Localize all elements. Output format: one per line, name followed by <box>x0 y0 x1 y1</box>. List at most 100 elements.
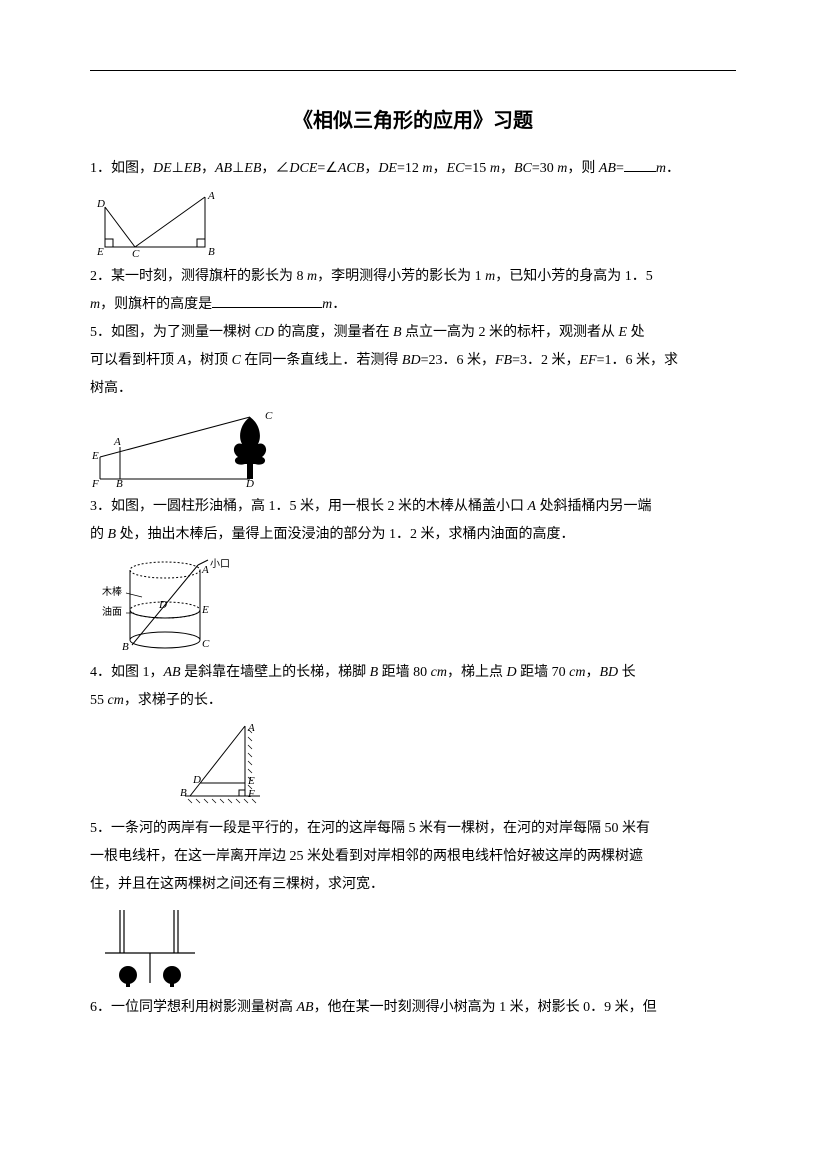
question-4: 4．如图 1，AB 是斜靠在墙壁上的长梯，梯脚 B 距墙 80 cm，梯上点 D… <box>90 659 736 687</box>
q5a-bd: BD <box>402 353 421 368</box>
question-5a: 5．如图，为了测量一棵树 CD 的高度，测量者在 B 点立一高为 2 米的标杆，… <box>90 319 736 347</box>
question-5b-l2: 一根电线杆，在这一岸离开岸边 25 米处看到对岸相邻的两根电线杆恰好被这岸的两棵… <box>90 843 736 871</box>
q1-t: ⊥ <box>232 161 244 176</box>
fig2-c: C <box>265 410 273 422</box>
q1-bc: BC <box>514 161 532 176</box>
q3-t: 处，抽出木棒后，量得上面没浸油的部分为 1．2 米，求桶内油面的高度． <box>116 527 575 542</box>
fig3-hole: 小口 <box>210 558 230 570</box>
q4-t: 4．如图 1， <box>90 665 164 680</box>
q5a-t: 处 <box>627 325 645 340</box>
q2-m2a: m <box>90 297 100 312</box>
q1-t: =30 <box>532 161 557 176</box>
q5a-t: 在同一条直线上．若测得 <box>241 353 402 368</box>
q1-t: ⊥ <box>172 161 184 176</box>
q5a-t: 的高度，测量者在 <box>274 325 393 340</box>
q4-t: ，梯上点 <box>447 665 507 680</box>
q5a-t: =3．2 米， <box>512 353 579 368</box>
q4-bd: BD <box>599 665 618 680</box>
q1-t: ． <box>666 161 680 176</box>
question-5a-l2: 可以看到杆顶 A，树顶 C 在同一条直线上．若测得 BD=23．6 米，FB=3… <box>90 347 736 375</box>
question-6: 6．一位同学想利用树影测量树高 AB，他在某一时刻测得小树高为 1 米，树影长 … <box>90 994 736 1022</box>
fig4-d: D <box>192 774 201 786</box>
q1-ab: AB <box>215 161 232 176</box>
q4-t: ， <box>585 665 599 680</box>
q2-m3: m <box>322 297 332 312</box>
q4-d: D <box>507 665 517 680</box>
q5a-t: =23．6 米， <box>421 353 495 368</box>
q3-b: B <box>108 527 117 542</box>
q6-t: ，他在某一时刻测得小树高为 1 米，树影长 0．9 米，但 <box>314 1000 657 1015</box>
question-4-l2: 55 cm，求梯子的长． <box>90 687 736 715</box>
q1-blank <box>624 158 656 172</box>
q6-ab: AB <box>297 1000 314 1015</box>
q1-de: DE <box>153 161 172 176</box>
q5a-fb: FB <box>495 353 512 368</box>
q5a-t: 5．如图，为了测量一棵树 <box>90 325 255 340</box>
q1-dce: DCE <box>289 161 317 176</box>
q2-t: ． <box>332 297 346 312</box>
question-2-line2: m，则旗杆的高度是m． <box>90 291 736 319</box>
fig2-a: A <box>113 436 121 448</box>
q1-t: ， <box>364 161 378 176</box>
fig2-f: F <box>91 478 99 489</box>
question-3: 3．如图，一圆柱形油桶，高 1．5 米，用一根长 2 米的木棒从桶盖小口 A 处… <box>90 493 736 521</box>
fig3-c: C <box>202 638 210 650</box>
q1-acb: ACB <box>338 161 364 176</box>
fig4-b: B <box>180 787 187 799</box>
q2-m1: m <box>307 269 317 284</box>
question-5b-l1: 5．一条河的两岸有一段是平行的，在河的这岸每隔 5 米有一棵树，在河的对岸每隔 … <box>90 815 736 843</box>
q1-t: =∠ <box>317 161 337 176</box>
q5a-cd: CD <box>255 325 274 340</box>
fig3-b: B <box>122 641 129 653</box>
q1-eb2: EB <box>244 161 261 176</box>
q4-t: 长 <box>618 665 636 680</box>
fig4-e: E <box>247 775 255 787</box>
q1-ab2: AB <box>599 161 616 176</box>
q1-ec: EC <box>447 161 465 176</box>
q5a-b: B <box>393 325 402 340</box>
fig2-d: D <box>245 478 254 489</box>
q4-t: 距墙 70 <box>517 665 570 680</box>
question-3-l2: 的 B 处，抽出木棒后，量得上面没浸油的部分为 1．2 米，求桶内油面的高度． <box>90 521 736 549</box>
q3-a: A <box>528 499 537 514</box>
figure-3: 小口 木棒 油面 A D E B C <box>90 555 736 655</box>
q2-t: ，李明测得小芳的影长为 1 <box>317 269 485 284</box>
fig2-b: B <box>116 478 123 489</box>
q5a-c: C <box>232 353 241 368</box>
figure-2: E A F B D C <box>90 409 736 489</box>
fig1-label-a: A <box>207 190 215 202</box>
q3-t: 的 <box>90 527 108 542</box>
q5a-e: E <box>619 325 628 340</box>
q2-t: ，则旗杆的高度是 <box>100 297 212 312</box>
q1-t: = <box>616 161 624 176</box>
fig2-e: E <box>91 450 99 462</box>
q1-t: =15 <box>464 161 489 176</box>
q4-t: 55 <box>90 693 108 708</box>
fig1-label-c: C <box>132 248 140 259</box>
q2-t: 2．某一时刻，测得旗杆的影长为 8 <box>90 269 307 284</box>
q1-m3: m <box>557 161 567 176</box>
q1-eb: EB <box>184 161 201 176</box>
q2-t: ，已知小芳的身高为 1．5 <box>495 269 653 284</box>
page-title: 《相似三角形的应用》习题 <box>90 101 736 141</box>
q4-t: 是斜靠在墙壁上的长梯，梯脚 <box>181 665 370 680</box>
q1-m2: m <box>490 161 500 176</box>
fig3-d: D <box>158 599 167 611</box>
top-rule <box>90 70 736 71</box>
q5a-a: A <box>178 353 187 368</box>
q1-text: 1．如图， <box>90 161 153 176</box>
q3-t: 处斜插桶内另一端 <box>536 499 652 514</box>
q1-m1: m <box>422 161 432 176</box>
fig3-a: A <box>201 564 209 576</box>
q4-cm1: cm <box>431 665 447 680</box>
figure-5 <box>90 905 736 990</box>
q1-t: =12 <box>397 161 422 176</box>
q4-cm2: cm <box>569 665 585 680</box>
fig1-label-d: D <box>96 198 105 210</box>
q1-m4: m <box>656 161 666 176</box>
fig4-f: F <box>247 788 255 800</box>
q3-t: 3．如图，一圆柱形油桶，高 1．5 米，用一根长 2 米的木棒从桶盖小口 <box>90 499 528 514</box>
q5a-t: 可以看到杆顶 <box>90 353 178 368</box>
q5a-ef: EF <box>580 353 597 368</box>
fig3-e: E <box>201 604 209 616</box>
